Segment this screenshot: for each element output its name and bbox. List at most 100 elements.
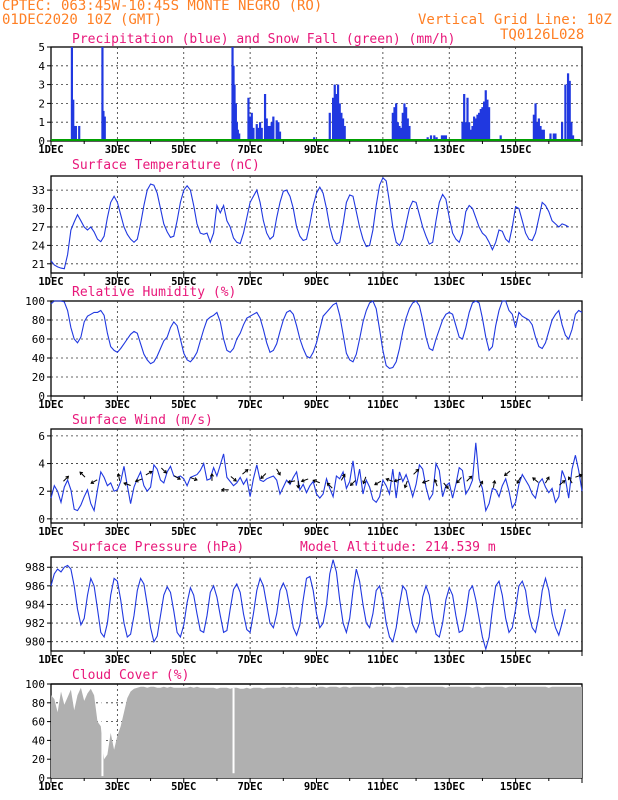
xtick-label-rh: 7DEC [237,399,262,411]
precip-bar [403,103,406,141]
ytick-label-rh: 60 [32,333,45,346]
wind-arrow [63,475,70,482]
wind-arrow [134,478,143,483]
xtick-label-cloud: 13DEC [433,781,465,793]
precip-bar [278,131,282,141]
ytick-label-cloud: 20 [32,753,45,766]
xtick-label-rh: 9DEC [304,399,329,411]
xtick-label-wind: 1DEC [38,526,63,538]
xtick-label-pres: 5DEC [171,654,196,666]
xtick-label-temp: 3DEC [105,276,130,288]
xtick-label-rh: 3DEC [105,399,130,411]
precip-bar [249,116,252,141]
xtick-label-precip: 1DEC [38,144,63,156]
panel-frame-temp [50,175,583,274]
cloud-area [51,686,582,778]
wind-arrow [276,468,281,476]
ytick-label-rh: 100 [25,295,45,308]
precip-bar [272,116,275,141]
xtick-label-cloud: 7DEC [237,781,262,793]
ytick-label-precip: 5 [38,41,45,54]
wind-arrow [559,480,566,486]
xtick-label-wind: 7DEC [237,526,262,538]
ytick-label-precip: 3 [38,79,45,92]
wind-arrow [544,476,550,484]
ytick-label-cloud: 60 [32,716,45,729]
precip-bar [343,125,346,141]
wind-arrow [220,487,229,492]
xtick-label-rh: 1DEC [38,399,63,411]
precip-bar [539,125,542,141]
wind-arrow [340,473,346,481]
panel-title-temp: Surface Temperature (nC) [72,158,260,173]
precip-bar [463,94,466,141]
wind-arrow [173,475,181,480]
precip-bar [70,47,74,141]
xtick-label-temp: 9DEC [304,276,329,288]
ytick-label-cloud: 80 [32,697,45,710]
xtick-label-precip: 3DEC [105,144,130,156]
precip-bar [570,122,573,141]
precip-bar [484,90,487,141]
wind-arrow [123,481,131,486]
xtick-label-precip: 15DEC [500,144,532,156]
precip-bar [473,116,476,141]
precip-bar [560,122,564,141]
ytick-label-temp: 30 [32,203,45,216]
precip-bar [479,109,482,141]
precip-bar [481,107,484,141]
model-code: TQ0126L028 [500,27,585,43]
wind-arrow [492,479,497,488]
series-line-rh [50,300,583,370]
ytick-label-temp: 33 [32,184,45,197]
precip-bar [442,135,446,141]
panel-title-cloud: Cloud Cover (%) [72,668,189,683]
xtick-label-cloud: 9DEC [304,781,329,793]
ytick-label-pres: 980 [25,636,45,649]
xtick-label-cloud: 11DEC [367,781,399,793]
precip-bar [328,112,331,141]
precip-bar [541,129,544,141]
xtick-label-cloud: 1DEC [38,781,63,793]
station-header: CPTEC: 063:45W-10:45S MONTE NEGRO (RO) [2,0,323,14]
precip-bar [270,122,273,141]
precip-bar [233,84,236,141]
xtick-label-pres: 7DEC [237,654,262,666]
ytick-label-precip: 2 [38,97,45,110]
xtick-label-pres: 15DEC [500,654,532,666]
wind-arrow [403,480,408,489]
precip-bar [73,125,76,141]
precip-bar [532,114,535,141]
wind-arrow [190,477,198,482]
wind-arrow [393,478,402,483]
precip-bar [268,125,272,141]
precip-bar [471,125,474,141]
xtick-label-rh: 11DEC [367,399,399,411]
ytick-label-wind: 0 [38,513,45,526]
xtick-label-pres: 9DEC [304,654,329,666]
ytick-label-temp: 24 [32,239,46,252]
xtick-label-temp: 7DEC [237,276,262,288]
precip-bar [102,110,105,141]
wind-arrow [478,480,484,488]
wind-arrow [260,473,267,480]
precip-bar [549,133,552,141]
panel-title-precip: Precipitation (blue) and Snow Fall (gree… [72,32,456,47]
ytick-label-precip: 1 [38,116,45,129]
ytick-label-cloud: 40 [32,734,45,747]
xtick-label-pres: 11DEC [367,654,399,666]
wind-arrow [466,475,473,482]
precip-bar [487,107,491,141]
ytick-label-wind: 6 [38,430,45,443]
precip-bar [238,133,241,141]
precip-bar [542,129,545,141]
precip-bar [478,112,481,141]
ytick-label-rh: 20 [32,371,45,384]
wind-arrow [385,477,393,482]
wind-arrow [413,468,420,475]
wind-arrow [421,479,430,484]
precip-bar [260,127,263,141]
precip-bar [335,94,338,141]
run-date: 01DEC2020 10Z (GMT) [2,12,163,28]
ytick-label-temp: 21 [32,258,45,271]
